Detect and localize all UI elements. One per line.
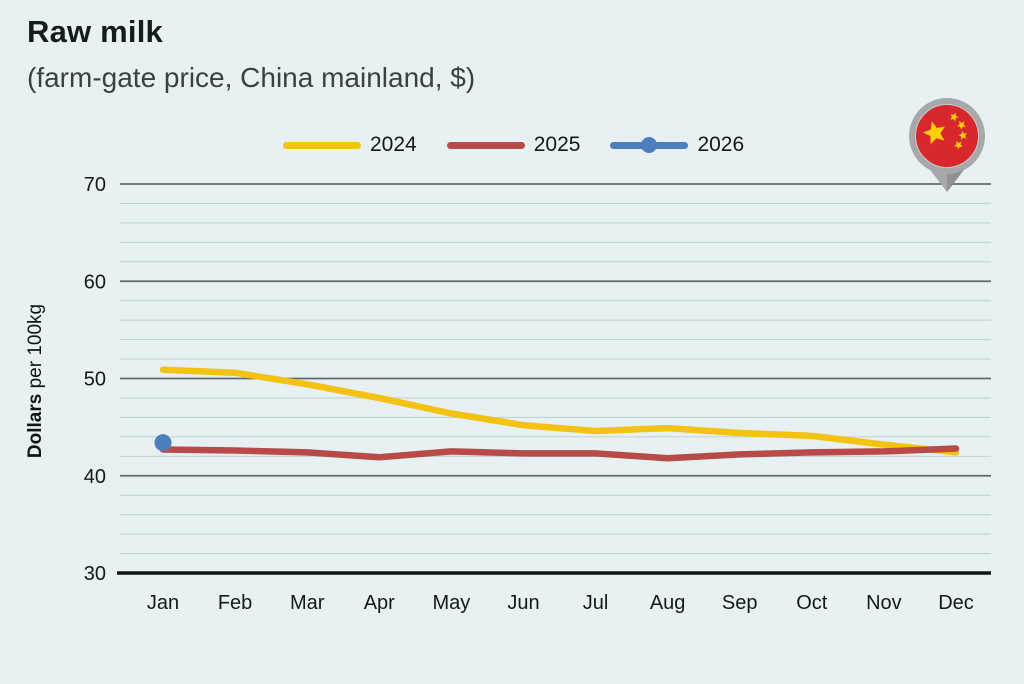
chart-title: Raw milk [27,14,163,49]
x-tick-label-Jan: Jan [147,592,179,614]
series-point-2026 [154,434,172,452]
x-tick-label-Aug: Aug [650,592,686,614]
series-line-2024 [159,366,960,456]
series-line-2025 [159,445,960,462]
y-tick-label: 70 [84,174,106,196]
y-tick-label: 40 [84,466,106,488]
legend-swatch-2026 [610,137,689,153]
x-tick-label-Oct: Oct [796,592,828,614]
legend-swatch-2024 [283,141,361,149]
chart-legend: 2024 2025 2026 [283,131,744,159]
y-tick-label: 30 [84,563,106,585]
x-tick-label-Feb: Feb [218,592,252,614]
y-tick-label: 50 [84,369,106,391]
y-tick-label: 60 [84,271,106,293]
china-flag-pin-icon [909,98,985,192]
x-tick-label-Jul: Jul [583,592,609,614]
legend-swatch-2025 [446,141,525,149]
flag-small-star-3 [958,131,967,140]
flag-circle [915,104,979,168]
x-tick-label-Mar: Mar [290,592,325,614]
legend-item-2026: 2026 [610,133,744,157]
x-tick-label-Dec: Dec [938,592,974,614]
x-tick-label-Sep: Sep [722,592,758,614]
flag-small-star-4 [954,141,963,150]
legend-label: 2025 [533,133,581,156]
x-tick-label-May: May [432,592,470,614]
legend-label: 2024 [370,133,417,156]
flag-small-star-1 [950,112,959,122]
x-tick-label-Nov: Nov [866,592,902,614]
chart-subtitle: (farm-gate price, China mainland, $) [27,62,476,93]
flag-big-star [923,121,946,145]
legend-item-2024: 2024 [283,133,417,157]
legend-label: 2026 [697,133,745,156]
flag-small-star-2 [957,121,966,130]
legend-marker-dot [641,137,658,153]
x-tick-label-Jun: Jun [507,592,539,614]
x-tick-label-Apr: Apr [364,592,395,614]
legend-item-2025: 2025 [446,133,581,157]
